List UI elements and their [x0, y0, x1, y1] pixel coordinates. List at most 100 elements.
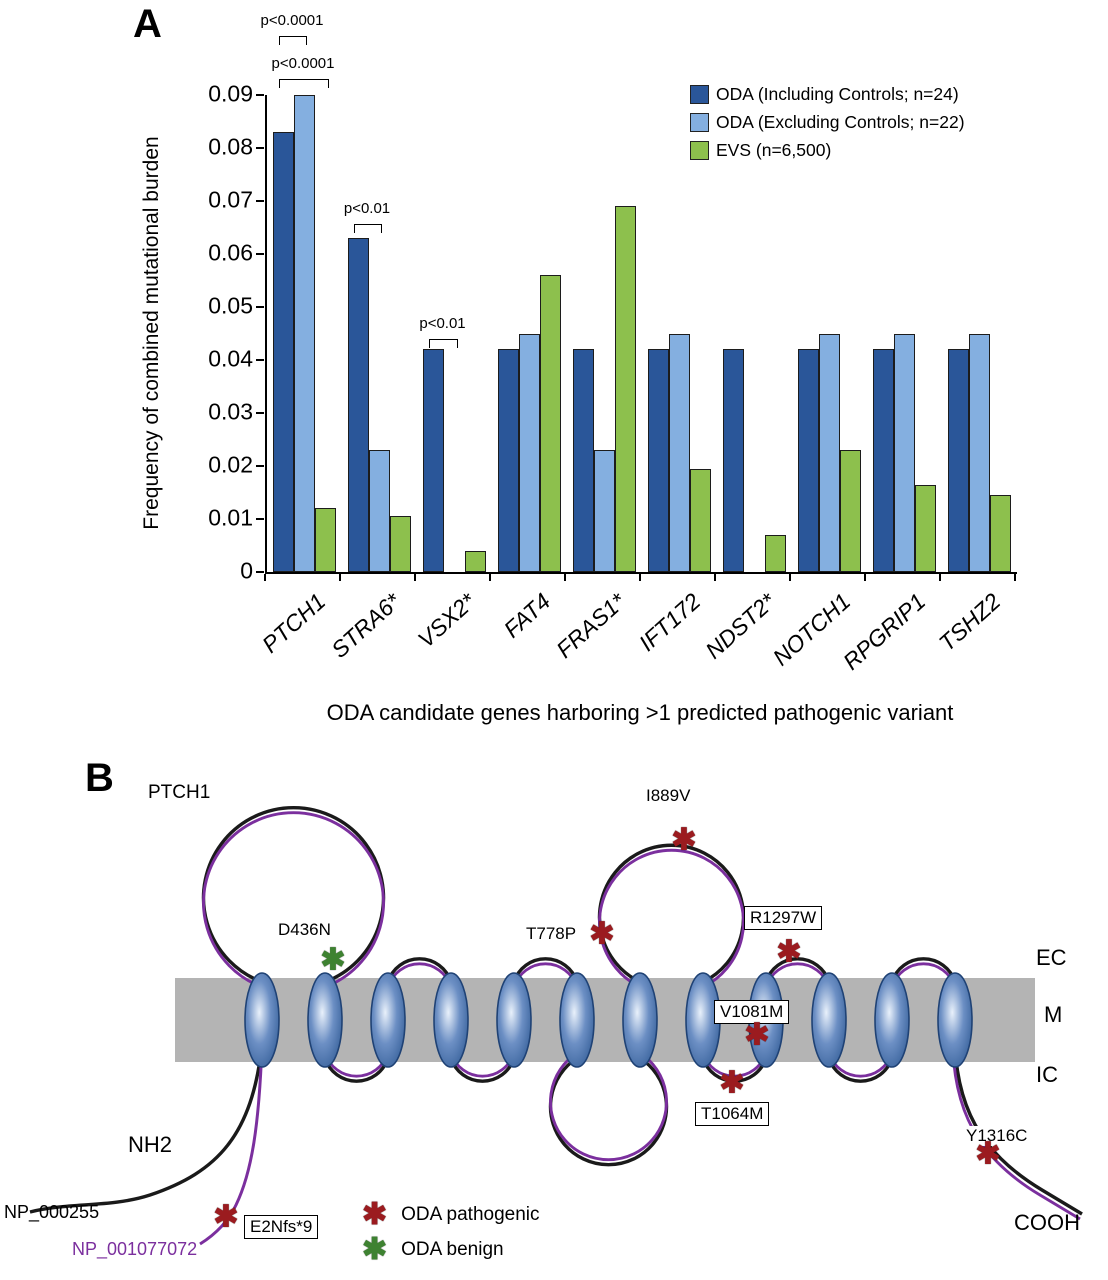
- bar-IFT172-series1: [648, 349, 669, 572]
- tm-helix-5: [496, 972, 532, 1068]
- x-tick-mark: [639, 574, 641, 581]
- y-tick-mark: [256, 359, 264, 361]
- loop-path-black: [323, 1057, 390, 1083]
- y-axis-title: Frequency of combined mutational burden: [140, 136, 163, 530]
- n-terminus-purple: [199, 1044, 264, 1246]
- chart-legend-item-2: ODA (Excluding Controls; n=22): [690, 112, 965, 133]
- bar-PTCH1-series1: [273, 132, 294, 572]
- chart-legend: ODA (Including Controls; n=24) ODA (Exclu…: [690, 84, 965, 168]
- pathogenic-asterisk-icon: ✱: [975, 1137, 1001, 1171]
- bar-STRA6*-series2: [369, 450, 390, 572]
- x-tick-mark: [939, 574, 941, 581]
- tm-helix-11: [874, 972, 910, 1068]
- pathogenic-asterisk-icon: ✱: [213, 1200, 239, 1234]
- region-label-ec: EC: [1036, 945, 1067, 970]
- bar-NOTCH1-series1: [798, 349, 819, 572]
- loop-path-black: [386, 957, 453, 983]
- bar-IFT172-series2: [669, 333, 690, 572]
- tm-helix-10: [811, 972, 847, 1068]
- pathogenic-asterisk-icon: ✱: [776, 935, 802, 969]
- y-tick-label: 0.08: [208, 133, 253, 160]
- legend-series-label: ODA (Excluding Controls; n=22): [716, 112, 965, 132]
- y-tick-mark: [256, 518, 264, 520]
- loop-path-black: [701, 1057, 768, 1083]
- legend-swatch-icon: [690, 85, 709, 104]
- mutation-label-T1064M: T1064M: [695, 1102, 770, 1126]
- c-terminus-purple: [951, 1049, 1081, 1221]
- y-tick-label: 0: [240, 557, 253, 584]
- mutation-label-T778P: T778P: [526, 924, 577, 944]
- x-tick-mark: [339, 574, 341, 581]
- pathogenic-asterisk-icon: ✱: [744, 1018, 770, 1052]
- bar-FRAS1*-series2: [594, 450, 615, 572]
- bar-NDST2*-series3: [765, 534, 786, 572]
- panel-a: A Frequency of combined mutational burde…: [133, 4, 1017, 725]
- tm-helix-4: [433, 972, 469, 1068]
- bar-VSX2*-series1: [423, 349, 444, 572]
- tm-helix-7: [622, 972, 658, 1068]
- y-tick-label: 0.06: [208, 239, 253, 266]
- mutation-label-V1081M: V1081M: [714, 1000, 790, 1024]
- legend-swatch-icon: [690, 113, 709, 132]
- y-tick-label: 0.02: [208, 451, 253, 478]
- pvalue-bracket: [279, 79, 329, 88]
- cooh-terminus-label: COOH: [1014, 1210, 1080, 1235]
- plot-area: [265, 95, 1017, 574]
- y-tick-label: 0.01: [208, 504, 253, 531]
- bar-RPGRIP1-series3: [915, 484, 936, 572]
- pvalue-label: p<0.01: [419, 315, 466, 332]
- legend-label-benign: ODA benign: [401, 1239, 504, 1260]
- pvalue-label: p<0.01: [343, 200, 391, 217]
- bar-FRAS1*-series3: [615, 206, 636, 572]
- bar-IFT172-series3: [690, 468, 711, 572]
- legend-series-label: EVS (n=6,500): [716, 140, 832, 160]
- x-tick-mark: [564, 574, 566, 581]
- chart-legend-item-1: ODA (Including Controls; n=24): [690, 84, 965, 105]
- mutation-label-D436N: D436N: [278, 920, 331, 940]
- legend-label-pathogenic: ODA pathogenic: [401, 1204, 540, 1225]
- protein-name-label: PTCH1: [148, 782, 211, 803]
- loop-path-black: [764, 957, 831, 983]
- y-tick-label: 0.03: [208, 398, 253, 425]
- bar-FAT4-series2: [519, 333, 540, 572]
- bar-NDST2*-series1: [723, 349, 744, 572]
- loop-path-purple: [598, 848, 745, 989]
- y-tick-mark: [256, 147, 264, 149]
- loop-path-black: [449, 1057, 516, 1083]
- x-tick-mark: [414, 574, 416, 581]
- bar-VSX2*-series3: [465, 550, 486, 572]
- x-tick-mark: [789, 574, 791, 581]
- loop-path-black: [512, 957, 579, 983]
- legend-swatch-icon: [690, 141, 709, 160]
- x-axis-title: ODA candidate genes harboring >1 predict…: [326, 700, 954, 725]
- pathogenic-asterisk-icon: ✱: [589, 917, 615, 951]
- isoform-label-2: NP_001077072: [72, 1239, 198, 1259]
- y-tick-label: 0.07: [208, 186, 253, 213]
- x-tick-mark: [714, 574, 716, 581]
- benign-asterisk-icon: ✱: [320, 943, 346, 977]
- bar-PTCH1-series2: [294, 95, 315, 572]
- y-tick-mark: [256, 200, 264, 202]
- bar-NOTCH1-series2: [819, 333, 840, 572]
- x-tick-mark: [864, 574, 866, 581]
- y-tick-mark: [256, 465, 264, 467]
- y-tick-label: 0.09: [208, 80, 253, 107]
- legend-item-benign: ✱ ODA benign: [362, 1235, 504, 1265]
- c-terminus-black: [953, 1044, 1083, 1216]
- x-tick-mark: [264, 574, 266, 581]
- legend-series-label: ODA (Including Controls; n=24): [716, 84, 959, 104]
- bar-RPGRIP1-series2: [894, 333, 915, 572]
- y-tick-label: 0.05: [208, 292, 253, 319]
- chart-legend-item-3: EVS (n=6,500): [690, 140, 965, 161]
- mutation-label-I889V: I889V: [646, 786, 691, 806]
- loop-path-black: [597, 843, 746, 984]
- panel-b: B PTCH1 EC M IC NH2 COOH NP_000255 NP_00…: [0, 740, 1108, 1280]
- pvalue-bracket: [429, 339, 458, 348]
- mutation-label-E2Nfs*9: E2Nfs*9: [244, 1215, 319, 1239]
- y-tick-mark: [256, 253, 264, 255]
- pathogenic-asterisk-icon: ✱: [362, 1198, 388, 1231]
- region-label-m: M: [1044, 1002, 1063, 1027]
- loop-path-black: [827, 1057, 894, 1083]
- mutation-label-Y1316C: Y1316C: [966, 1126, 1028, 1146]
